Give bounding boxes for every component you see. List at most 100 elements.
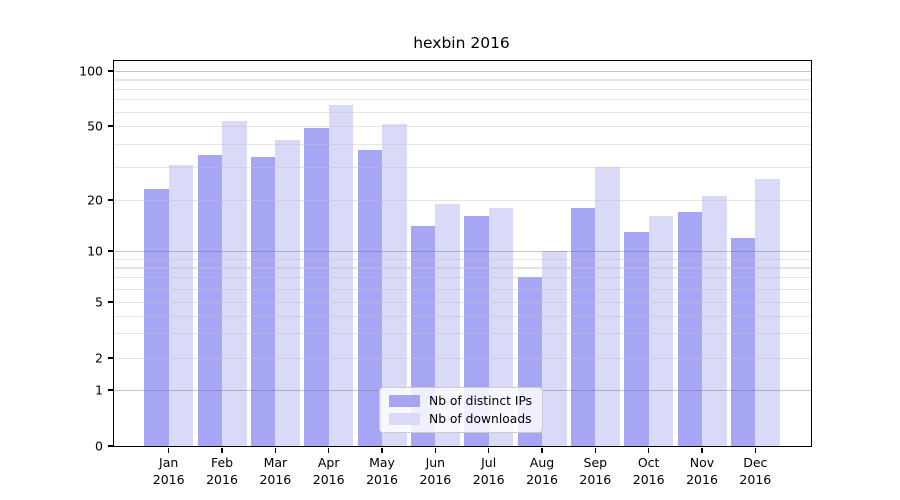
- x-tick-mark: [381, 447, 383, 453]
- gridline-minor: [114, 277, 811, 279]
- x-tick-label-jan: Jan 2016: [153, 454, 185, 488]
- x-tick-year: 2016: [312, 472, 345, 487]
- x-tick-mark: [221, 447, 223, 453]
- bar-distinct-ips-feb: [197, 154, 223, 446]
- x-tick-year: 2016: [152, 472, 185, 487]
- legend-item-distinct-ips: Nb of distinct IPs: [389, 394, 532, 408]
- gridline-minor: [114, 267, 811, 269]
- x-tick-month: Mar: [263, 455, 288, 470]
- x-tick-month: Feb: [210, 455, 234, 470]
- x-tick-label-mar: Mar 2016: [259, 454, 291, 488]
- bar-distinct-ips-mar: [250, 157, 276, 446]
- x-tick-mark: [274, 447, 277, 453]
- y-tick-label: 1: [95, 382, 103, 398]
- gridline-minor: [114, 200, 811, 202]
- x-tick-month: May: [369, 455, 395, 470]
- x-tick-year: 2016: [526, 472, 558, 487]
- gridline-major: [114, 71, 811, 73]
- x-tick-mark: [327, 447, 330, 453]
- gridline-minor: [114, 126, 811, 128]
- x-tick-mark: [647, 447, 650, 453]
- x-tick-label-apr: Apr 2016: [313, 454, 345, 488]
- y-tick-mark: [107, 199, 113, 201]
- gridline-minor: [114, 167, 811, 169]
- gridline-major: [114, 251, 811, 253]
- y-tick-mark: [107, 445, 113, 447]
- y-tick-label: 5: [95, 294, 103, 310]
- bar-downloads-mar: [275, 140, 300, 446]
- x-tick-label-jun: Jun 2016: [419, 454, 451, 488]
- x-tick-month: Apr: [317, 455, 340, 470]
- x-tick-mark: [754, 447, 757, 453]
- x-tick-month: Jan: [159, 455, 179, 470]
- legend-swatch-distinct-ips: [389, 395, 420, 407]
- legend-label-distinct-ips: Nb of distinct IPs: [429, 394, 533, 408]
- gridline-minor: [114, 79, 811, 81]
- plot-area: 0 1 2 5 10 20 50 100 Jan 2016 Feb 2016 Mar 2016 Apr 201…: [79, 60, 812, 487]
- x-tick-month: Oct: [637, 455, 660, 470]
- legend-label-downloads: Nb of downloads: [429, 412, 532, 426]
- x-tick-label-may: May 2016: [366, 454, 398, 488]
- legend-swatch-downloads: [389, 413, 420, 425]
- bar-downloads-aug: [542, 251, 567, 446]
- x-tick-month: Dec: [743, 455, 768, 470]
- y-tick-mark: [107, 250, 113, 252]
- bar-distinct-ips-may: [357, 150, 383, 446]
- y-tick-mark: [107, 70, 113, 72]
- y-tick-label: 20: [87, 192, 103, 208]
- y-tick-label: 50: [87, 118, 103, 134]
- x-tick-year: 2016: [579, 472, 612, 487]
- x-tick-month: Aug: [529, 455, 555, 470]
- x-tick-year: 2016: [739, 472, 772, 487]
- gridline-minor: [114, 302, 811, 304]
- y-tick-label: 100: [79, 63, 103, 79]
- x-tick-mark: [541, 447, 543, 453]
- gridline-minor: [114, 258, 811, 260]
- bar-distinct-ips-oct: [624, 231, 649, 446]
- gridline-minor: [114, 144, 811, 146]
- x-tick-label-nov: Nov 2016: [686, 454, 718, 488]
- x-tick-mark: [434, 447, 437, 453]
- y-tick-mark: [107, 357, 113, 359]
- bar-downloads-sep: [595, 167, 620, 446]
- gridline-minor: [114, 333, 811, 335]
- x-tick-mark: [594, 447, 597, 453]
- x-tick-month: Nov: [689, 455, 715, 470]
- legend: Nb of distinct IPs Nb of downloads: [379, 387, 544, 433]
- gridline-minor: [114, 288, 811, 290]
- gridline-minor: [114, 88, 811, 90]
- x-tick-mark: [168, 447, 170, 453]
- bar-distinct-ips-apr: [304, 127, 329, 446]
- gridline-minor: [114, 358, 811, 360]
- x-tick-label-jul: Jul 2016: [473, 454, 505, 488]
- x-tick-month: Jun: [425, 455, 446, 470]
- y-tick-mark: [107, 125, 113, 127]
- x-tick-mark: [701, 447, 703, 453]
- x-tick-label-oct: Oct 2016: [633, 454, 665, 488]
- x-tick-label-feb: Feb 2016: [206, 454, 238, 488]
- x-tick-label-dec: Dec 2016: [739, 454, 771, 488]
- chart-title: hexbin 2016: [413, 34, 510, 52]
- y-tick-mark: [107, 389, 113, 391]
- bar-distinct-ips-jan: [144, 188, 169, 446]
- x-tick-label-sep: Sep 2016: [579, 454, 611, 488]
- bar-downloads-apr: [328, 105, 354, 446]
- x-tick-year: 2016: [472, 472, 505, 487]
- y-tick-mark: [107, 301, 113, 303]
- bar-downloads-jan: [168, 164, 194, 446]
- x-tick-mark: [487, 447, 490, 453]
- x-tick-year: 2016: [632, 472, 665, 487]
- x-tick-month: Sep: [583, 455, 608, 470]
- x-tick-year: 2016: [686, 472, 718, 487]
- y-tick-label: 10: [87, 243, 103, 259]
- x-tick-year: 2016: [366, 472, 398, 487]
- bar-downloads-feb: [222, 121, 247, 446]
- x-tick-month: Jul: [481, 455, 497, 470]
- x-tick-year: 2016: [206, 472, 238, 487]
- bar-distinct-ips-sep: [570, 207, 596, 446]
- gridline-minor: [114, 111, 811, 113]
- x-tick-year: 2016: [419, 472, 452, 487]
- bar-distinct-ips-dec: [730, 237, 756, 446]
- x-tick-year: 2016: [259, 472, 292, 487]
- legend-item-downloads: Nb of downloads: [389, 412, 532, 426]
